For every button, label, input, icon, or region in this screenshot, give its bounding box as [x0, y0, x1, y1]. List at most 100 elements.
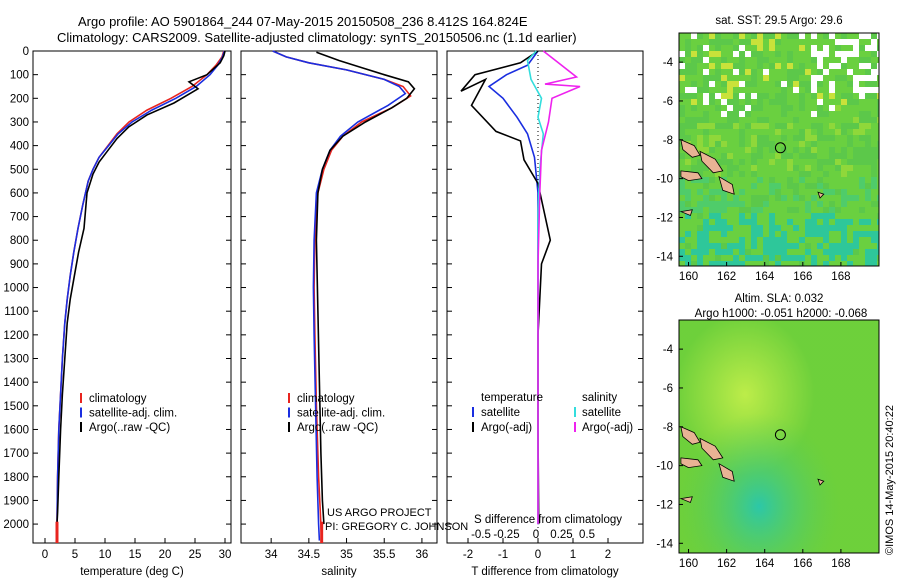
sst-cell — [865, 225, 871, 231]
sst-cell — [811, 75, 817, 81]
sst-cell — [763, 165, 769, 171]
sst-cell — [745, 237, 751, 243]
sst-cell — [757, 243, 763, 249]
sst-cell — [697, 255, 703, 261]
sst-cell — [793, 39, 799, 45]
sst-cell — [781, 63, 787, 69]
sst-cell — [697, 105, 703, 111]
sst-map-ytick-label: -12 — [656, 212, 673, 224]
sst-cell — [775, 93, 781, 99]
sst-cell — [781, 33, 787, 39]
sst-cell — [853, 147, 859, 153]
sst-cell — [685, 99, 691, 105]
sst-cell — [835, 219, 841, 225]
sst-cell — [853, 237, 859, 243]
temperature-plot: 0 5 10 15 20 25 300100200300400500600700800900… — [3, 46, 232, 578]
sla-map-frame — [678, 319, 880, 554]
sst-cell — [871, 87, 877, 93]
sst-cell — [757, 81, 763, 87]
sst-cell — [787, 147, 793, 153]
sst-cell — [865, 237, 871, 243]
sst-cell — [811, 159, 817, 165]
sst-cell — [781, 123, 787, 129]
sst-cell — [781, 99, 787, 105]
sst-cell — [703, 87, 709, 93]
sst-cell — [769, 51, 775, 57]
sst-cell — [769, 249, 775, 255]
sst-map-xtick-label: 168 — [831, 271, 850, 283]
sst-cell — [847, 261, 853, 266]
sst-cell — [787, 63, 793, 69]
sst-cell — [691, 159, 697, 165]
sst-cell — [709, 171, 715, 177]
sst-cell — [865, 75, 871, 81]
sla-map-ytick-label: -10 — [656, 461, 673, 473]
float-position-marker — [774, 142, 786, 154]
sst-cell — [823, 195, 829, 201]
sst-cell — [739, 237, 745, 243]
sst-cell — [781, 45, 787, 51]
sst-cell — [685, 165, 691, 171]
sst-cell — [817, 189, 823, 195]
sst-cell — [859, 261, 865, 266]
sst-cell — [853, 165, 859, 171]
sst-cell — [829, 51, 835, 57]
sst-cell — [817, 207, 823, 213]
sst-cell — [823, 243, 829, 249]
sst-cell — [733, 93, 739, 99]
sst-cell — [799, 189, 805, 195]
sst-cell — [811, 81, 817, 87]
sst-cell — [757, 231, 763, 237]
sst-cell — [835, 237, 841, 243]
sst-cell — [793, 93, 799, 99]
sst-cell — [847, 45, 853, 51]
sst-cell — [733, 81, 739, 87]
sst-cell — [703, 99, 709, 105]
sst-cell — [847, 81, 853, 87]
sst-cell — [871, 159, 877, 165]
sst-cell — [841, 69, 847, 75]
salinity-xlabel: salinity — [321, 566, 356, 578]
sst-cell — [865, 63, 871, 69]
sst-cell — [859, 201, 865, 207]
sst-cell — [811, 123, 817, 129]
sst-cell — [799, 45, 805, 51]
sst-cell — [829, 105, 835, 111]
sst-cell — [823, 57, 829, 63]
sst-cell — [745, 171, 751, 177]
sst-cell — [829, 57, 835, 63]
difference-xlabel-top: S difference from climatology — [474, 514, 622, 526]
sst-cell — [679, 249, 685, 255]
sst-cell — [811, 201, 817, 207]
sst-map-field — [679, 33, 879, 266]
sst-cell — [877, 219, 879, 225]
sst-cell — [709, 177, 715, 183]
sst-cell — [733, 195, 739, 201]
sst-cell — [859, 207, 865, 213]
sst-cell — [859, 75, 865, 81]
sst-cell — [841, 93, 847, 99]
sst-cell — [847, 33, 853, 39]
sst-cell — [733, 153, 739, 159]
sst-cell — [787, 159, 793, 165]
sst-map-ytick-label: -14 — [656, 251, 673, 263]
sst-cell — [703, 51, 709, 57]
sst-cell — [787, 183, 793, 189]
sst-cell — [877, 75, 879, 81]
sst-cell — [751, 189, 757, 195]
sst-cell — [853, 117, 859, 123]
sst-cell — [709, 183, 715, 189]
sst-cell — [877, 57, 879, 63]
sst-cell — [865, 87, 871, 93]
sst-cell — [715, 117, 721, 123]
difference-xtick-label: 2 — [605, 549, 611, 561]
difference-frame — [446, 50, 644, 544]
sst-cell — [751, 111, 757, 117]
sst-cell — [859, 177, 865, 183]
sst-cell — [811, 69, 817, 75]
sst-cell — [691, 231, 697, 237]
sst-cell — [721, 195, 727, 201]
sst-cell — [823, 111, 829, 117]
sst-cell — [805, 39, 811, 45]
sst-cell — [799, 165, 805, 171]
